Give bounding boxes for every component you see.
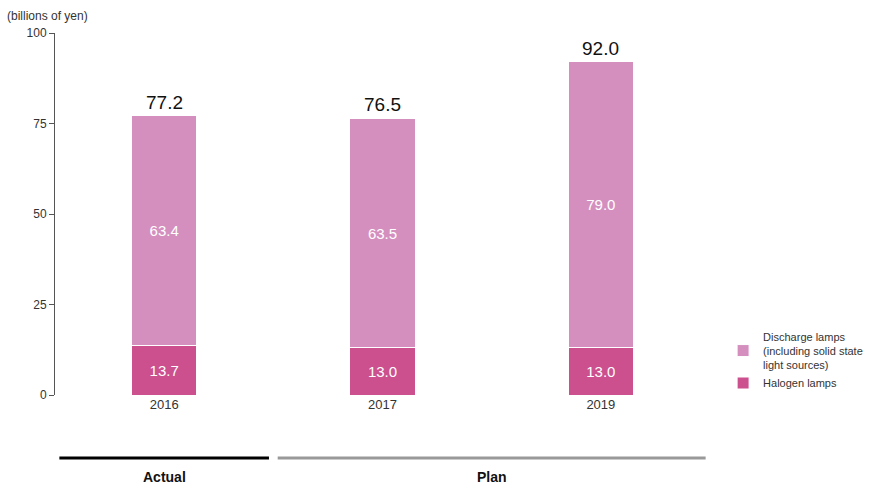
svg-text:75: 75 bbox=[33, 117, 47, 131]
svg-text:2016: 2016 bbox=[150, 397, 179, 412]
svg-text:13.7: 13.7 bbox=[150, 362, 179, 379]
svg-text:63.4: 63.4 bbox=[150, 222, 179, 239]
svg-text:25: 25 bbox=[33, 298, 47, 312]
svg-text:92.0: 92.0 bbox=[582, 38, 619, 59]
svg-text:Discharge lamps(including soli: Discharge lamps(including solid statelig… bbox=[763, 331, 863, 372]
svg-text:Actual: Actual bbox=[143, 469, 186, 485]
svg-text:(billions of yen): (billions of yen) bbox=[7, 9, 88, 23]
svg-text:0: 0 bbox=[40, 388, 47, 402]
svg-text:76.5: 76.5 bbox=[364, 94, 401, 115]
svg-text:13.0: 13.0 bbox=[586, 363, 615, 380]
svg-text:Halogen lamps: Halogen lamps bbox=[763, 377, 837, 389]
svg-text:79.0: 79.0 bbox=[586, 196, 615, 213]
svg-text:63.5: 63.5 bbox=[368, 225, 397, 242]
svg-text:2019: 2019 bbox=[586, 397, 615, 412]
svg-text:13.0: 13.0 bbox=[368, 363, 397, 380]
svg-text:Plan: Plan bbox=[477, 469, 507, 485]
svg-text:100: 100 bbox=[27, 26, 47, 40]
svg-text:50: 50 bbox=[33, 207, 47, 221]
svg-text:77.2: 77.2 bbox=[146, 92, 183, 113]
svg-text:2017: 2017 bbox=[368, 397, 397, 412]
